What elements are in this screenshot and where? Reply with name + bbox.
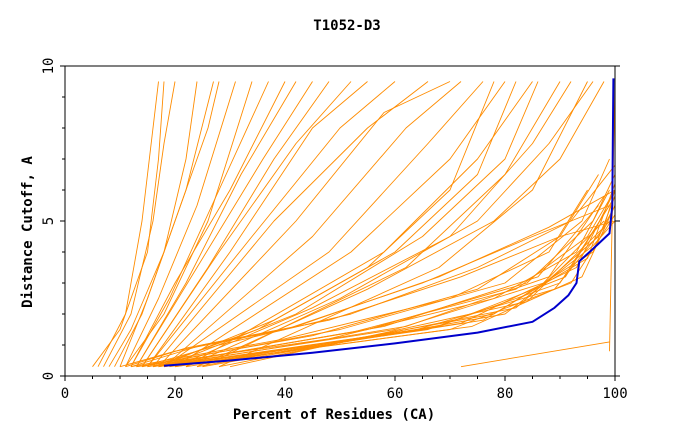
- series-line-47: [163, 81, 539, 368]
- series-line-17: [152, 81, 429, 367]
- series-line-20: [163, 81, 484, 368]
- series-line-15: [147, 81, 368, 367]
- series-line-19: [163, 81, 462, 368]
- y-tick-label-0: 0: [41, 372, 57, 380]
- series-line-54: [130, 220, 616, 368]
- x-tick-label-0: 0: [61, 386, 69, 402]
- series-line-24: [218, 81, 588, 368]
- highlight-series-line: [163, 78, 615, 367]
- series-line-11: [136, 81, 297, 367]
- series-layer: [92, 78, 616, 368]
- series-line-44: [229, 189, 616, 368]
- series-line-55: [141, 164, 616, 368]
- series-line-46: [158, 81, 517, 368]
- x-axis-label: Percent of Residues (CA): [233, 407, 435, 423]
- series-line-43: [218, 205, 616, 368]
- series-line-18: [158, 81, 451, 368]
- series-line-21: [174, 81, 506, 368]
- series-line-30: [147, 174, 616, 368]
- series-line-51: [460, 341, 610, 368]
- series-line-31: [152, 205, 599, 368]
- series-line-36: [163, 195, 616, 368]
- x-tick-label-60: 60: [387, 386, 404, 402]
- chart-title: T1052-D3: [313, 18, 380, 34]
- series-line-49: [185, 81, 594, 368]
- series-line-52: [119, 205, 610, 368]
- x-tick-label-80: 80: [497, 386, 514, 402]
- x-tick-label-20: 20: [167, 386, 184, 402]
- series-line-16: [147, 81, 396, 367]
- series-line-28: [141, 158, 610, 368]
- series-line-7: [125, 81, 236, 367]
- series-line-10: [130, 81, 286, 367]
- series-line-33: [158, 195, 605, 368]
- series-line-53: [125, 189, 616, 368]
- y-tick-label-5: 5: [41, 217, 57, 225]
- series-line-6: [119, 81, 214, 367]
- series-line-25: [130, 189, 588, 368]
- series-line-23: [202, 81, 561, 368]
- y-axis-label: Distance Cutoff, A: [20, 156, 36, 308]
- x-tick-label-40: 40: [277, 386, 294, 402]
- x-tick-label-100: 100: [602, 386, 627, 402]
- series-line-56: [609, 81, 616, 352]
- ticks-layer: 0 20 40 60 80 100 0 5 10: [41, 58, 628, 402]
- y-tick-label-10: 10: [41, 58, 57, 75]
- series-line-2: [97, 81, 159, 367]
- series-line-9: [130, 81, 269, 367]
- series-line-12: [136, 81, 313, 367]
- series-line-22: [185, 81, 533, 368]
- series-line-50: [196, 81, 605, 368]
- series-line-14: [141, 81, 352, 367]
- series-line-3: [103, 81, 176, 367]
